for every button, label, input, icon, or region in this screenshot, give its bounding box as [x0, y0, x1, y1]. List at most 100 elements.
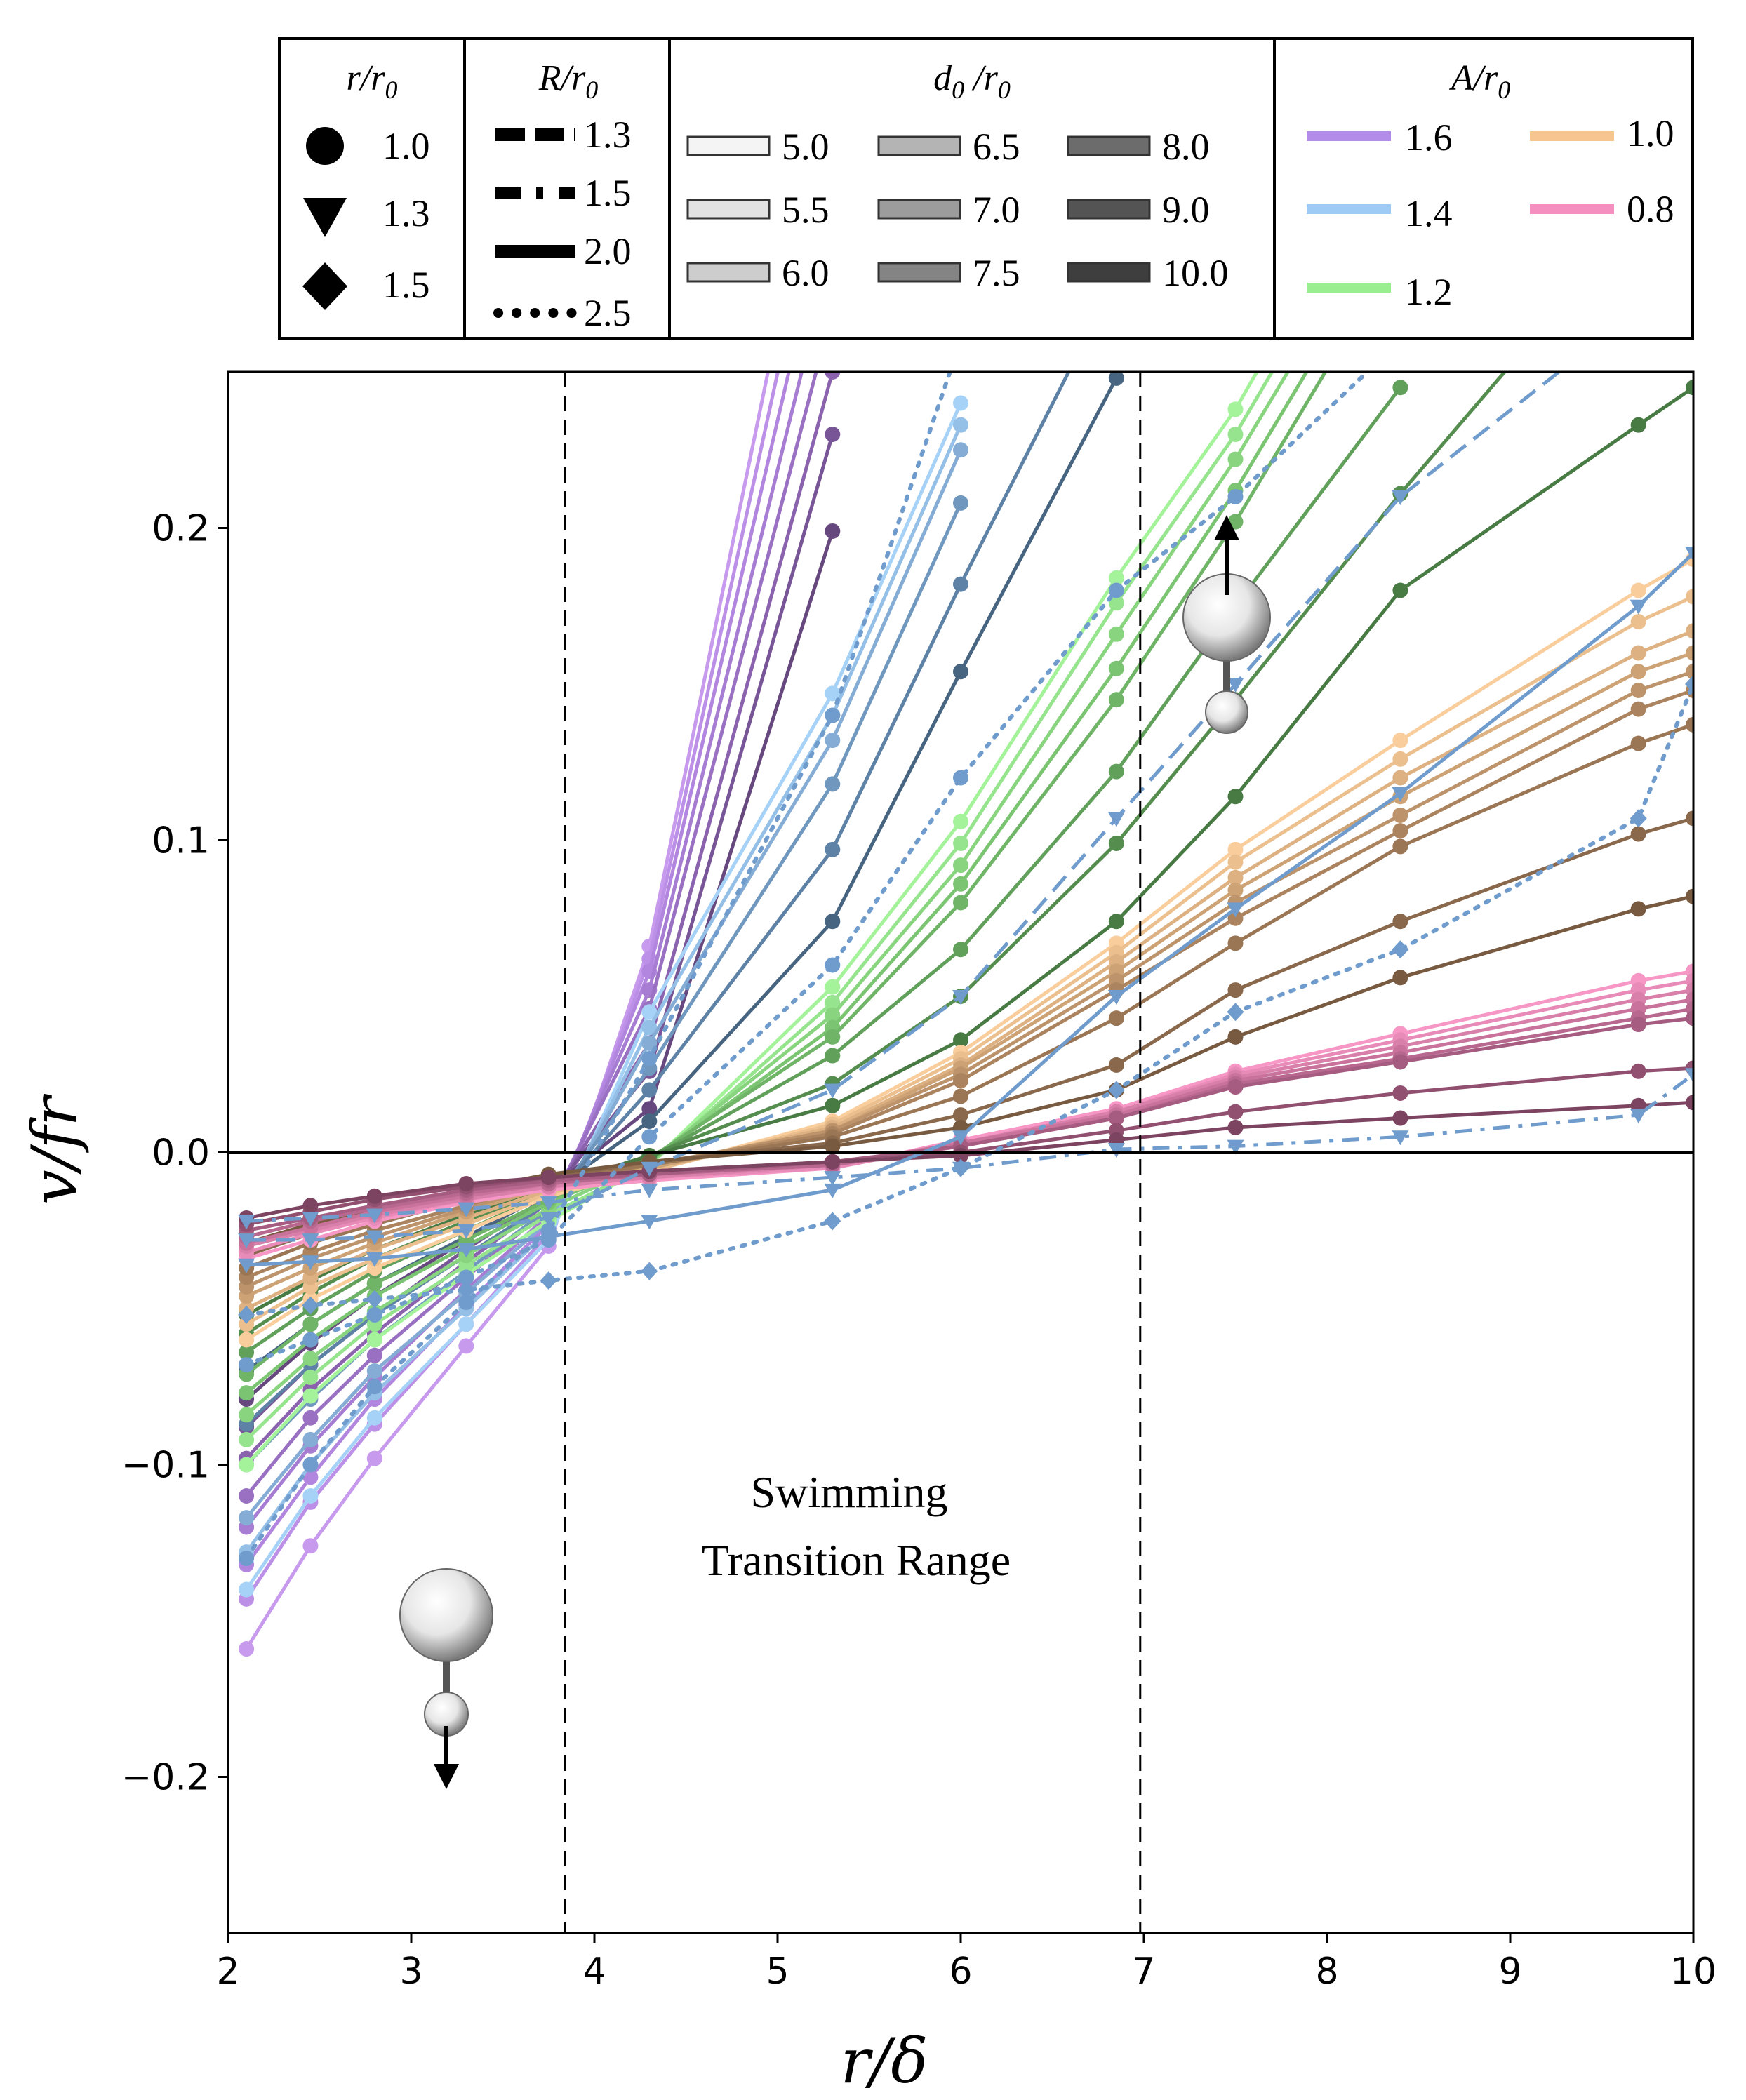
data-point: [458, 1269, 474, 1285]
x-tick-label: 2: [216, 1951, 239, 1993]
swimmer-icon-down: [399, 1568, 493, 1789]
data-point: [366, 1230, 383, 1245]
data-point: [825, 427, 841, 442]
legend-label: 1.0: [1627, 112, 1674, 154]
legend-label: 7.0: [973, 189, 1020, 231]
legend-swatch-d0: [877, 135, 961, 156]
series-40: [238, 372, 1562, 1249]
series-0: [239, 372, 770, 1657]
legend-swatch-d0: [1067, 199, 1151, 220]
data-point: [953, 876, 968, 892]
series-line: [244, 372, 952, 1560]
data-point: [458, 1295, 474, 1311]
data-point: [366, 1410, 382, 1426]
data-point: [953, 576, 968, 592]
data-point: [1227, 935, 1244, 951]
data-point: [458, 1224, 475, 1239]
legend-label: 5.5: [782, 189, 829, 231]
data-point: [824, 1083, 841, 1099]
data-point: [825, 994, 841, 1010]
data-point: [641, 1082, 658, 1098]
data-point: [1630, 682, 1646, 698]
data-point: [458, 1202, 475, 1217]
data-point: [1227, 902, 1244, 918]
data-point: [1108, 1010, 1124, 1026]
data-point: [1685, 1068, 1693, 1083]
series-43: [239, 372, 952, 1566]
legend-label: 1.4: [1405, 192, 1453, 234]
data-point: [239, 1551, 255, 1566]
data-point: [953, 813, 968, 829]
data-point: [1392, 823, 1408, 839]
data-point: [641, 1113, 658, 1129]
legend-label: 0.8: [1627, 188, 1674, 230]
x-tick-label: 3: [399, 1951, 422, 1993]
legend-label: 5.0: [782, 126, 829, 168]
data-point: [540, 1170, 557, 1186]
data-point: [366, 1188, 382, 1204]
data-point: [824, 1183, 841, 1198]
data-point: [1107, 812, 1125, 827]
legend-marker-diamond: [302, 262, 347, 310]
x-tick-label: 4: [582, 1951, 606, 1993]
data-point: [239, 1357, 255, 1373]
data-point: [953, 895, 968, 911]
data-point: [952, 990, 969, 1005]
data-point: [1685, 675, 1693, 693]
data-point: [302, 1255, 319, 1271]
data-point: [1392, 970, 1408, 986]
data-point: [1686, 810, 1693, 827]
data-point: [302, 1369, 319, 1385]
y-tick-label: 0.0: [152, 1132, 210, 1175]
data-point: [953, 857, 968, 874]
data-point: [953, 417, 968, 433]
data-point: [1227, 427, 1244, 442]
data-point: [458, 1316, 474, 1332]
annotation-line-1: Swimming: [751, 1467, 948, 1517]
data-point: [1108, 914, 1124, 930]
data-point: [239, 1431, 255, 1447]
data-point: [953, 1073, 968, 1089]
data-point: [1227, 401, 1244, 417]
data-point: [641, 1035, 658, 1051]
data-point: [1686, 645, 1693, 661]
data-point: [1107, 990, 1125, 1005]
data-point: [953, 442, 968, 458]
data-point: [825, 841, 841, 857]
data-point: [1108, 570, 1124, 586]
data-point: [1108, 372, 1124, 386]
series-44: [239, 372, 1371, 1373]
data-point: [1630, 645, 1646, 661]
data-point: [1227, 451, 1244, 467]
data-point: [302, 1211, 319, 1226]
data-point: [1392, 733, 1408, 749]
data-point: [366, 1252, 383, 1267]
data-point: [952, 1130, 969, 1146]
data-point: [1108, 660, 1124, 676]
data-point: [1108, 595, 1124, 611]
swimmer-icon-up: [1182, 515, 1271, 734]
series-line: [244, 372, 1371, 1367]
data-point: [1686, 1010, 1693, 1026]
data-point: [1227, 1104, 1244, 1120]
data-point: [953, 1107, 968, 1123]
data-point: [1392, 914, 1408, 930]
data-point: [238, 1215, 255, 1230]
legend-label: 6.5: [973, 126, 1020, 168]
data-point: [366, 1306, 382, 1323]
data-point: [366, 1332, 382, 1348]
data-point: [366, 1450, 382, 1466]
data-point: [825, 1153, 841, 1170]
data-point: [1227, 910, 1244, 926]
data-point: [641, 1215, 658, 1230]
legend-label: 10.0: [1162, 252, 1229, 294]
data-point: [825, 372, 841, 380]
data-point: [302, 1351, 319, 1367]
data-point: [1630, 701, 1646, 717]
y-tick-label: −0.2: [121, 1757, 210, 1799]
data-point: [540, 1196, 557, 1211]
data-point: [1686, 380, 1693, 396]
data-point: [239, 1332, 255, 1348]
data-point: [302, 1233, 319, 1249]
